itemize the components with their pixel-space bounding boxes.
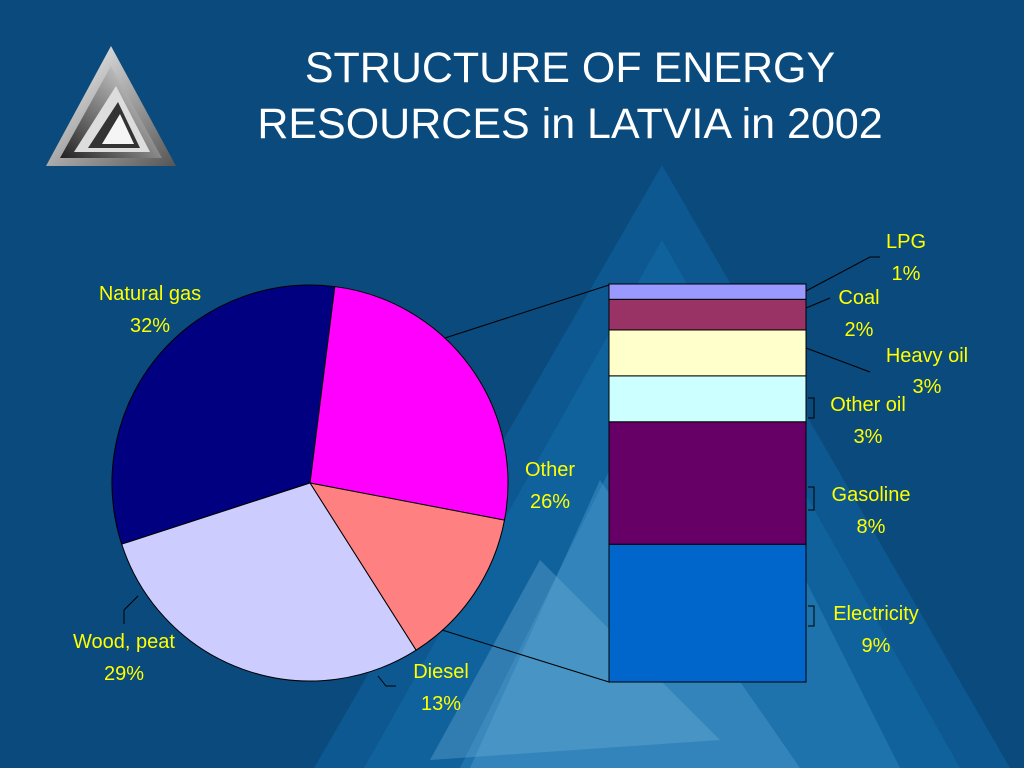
label-other-value: 26% [530,491,570,513]
connector-bottom [441,629,610,683]
pie-chart [111,284,509,682]
logo-icon [46,46,176,166]
label-heavy-oil-name: Heavy oil [886,345,968,367]
label-wood-peat-value: 29% [104,663,144,685]
label-other-name: Other [525,459,575,481]
label-leader-lines [123,256,880,687]
pie-slice-natural-gas [111,284,336,545]
label-lpg-value: 1% [892,263,921,285]
pie-slice-other [309,286,509,521]
stack-segment-heavy-oil [608,329,807,377]
label-gasoline-name: Gasoline [832,484,911,506]
label-natural-gas-name: Natural gas [99,283,201,305]
label-diesel-name: Diesel [413,661,469,683]
label-wood-peat-name: Wood, peat [73,631,175,653]
stacked-bar [608,283,807,683]
leader-heavy-oil [805,347,871,373]
leader-coal [805,297,831,309]
label-coal-value: 2% [845,319,874,341]
connector-top [444,284,610,339]
stack-segment-lpg [608,283,807,300]
leader-lpg [805,256,880,292]
label-coal-name: Coal [838,287,879,309]
stack-segment-gasoline [608,421,807,545]
label-diesel-value: 13% [421,693,461,715]
leader-wood-peat [123,595,139,624]
title-line-1: STRUCTURE OF ENERGY [304,44,836,92]
leader-electricity [808,605,815,627]
stack-segment-coal [608,298,807,331]
slide-title: STRUCTURE OF ENERGY RESOURCES in LATVIA … [150,40,990,152]
leader-diesel [377,675,396,687]
label-electricity-value: 9% [862,635,891,657]
stack-segment-electricity [608,543,807,683]
stack-segment-other-oil [608,375,807,423]
pie-slice-wood-peat [121,482,417,682]
leader-gasoline [808,486,815,511]
label-natural-gas-value: 32% [130,315,170,337]
label-gasoline-value: 8% [857,516,886,538]
connector-lines [441,284,610,683]
pie-slice-diesel [308,482,506,651]
leader-other-oil [808,397,815,419]
label-other-oil-name: Other oil [830,394,906,416]
label-electricity-name: Electricity [833,603,919,625]
label-heavy-oil-value: 3% [913,376,942,398]
label-lpg-name: LPG [886,231,926,253]
title-line-2: RESOURCES in LATVIA in 2002 [257,100,883,148]
label-other-oil-value: 3% [854,426,883,448]
